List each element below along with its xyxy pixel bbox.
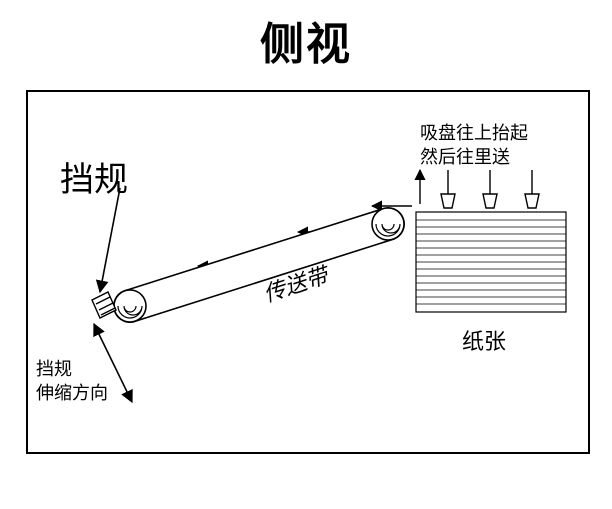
label-gauge-dir-line1: 挡规 [36,358,72,381]
label-gauge: 挡规 [60,160,128,203]
label-suction-line2: 然后往里送 [420,146,510,169]
label-gauge-dir-line2: 伸缩方向 [36,382,108,405]
conveyor-belt [114,208,404,322]
label-paper: 纸张 [462,328,506,356]
page-root: 侧视 [0,0,612,509]
paper-stack [416,212,566,312]
suction-cups [420,170,539,208]
label-suction-line1: 吸盘往上抬起 [420,122,528,145]
diagram-svg [0,0,612,509]
gauge-block [92,292,116,318]
gauge-pointer-arrow [100,188,120,292]
